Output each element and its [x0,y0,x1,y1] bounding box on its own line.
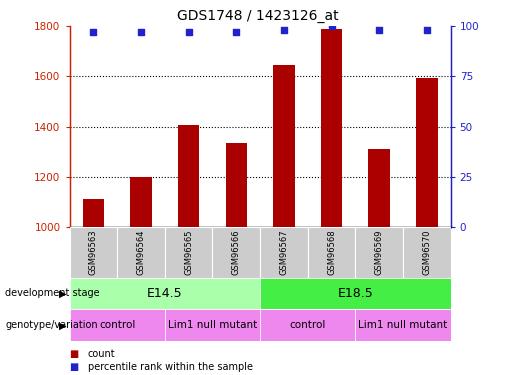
Text: control: control [99,320,135,330]
Text: Lim1 null mutant: Lim1 null mutant [358,320,448,330]
FancyBboxPatch shape [260,309,355,341]
FancyBboxPatch shape [117,227,165,278]
FancyBboxPatch shape [260,278,451,309]
Bar [368,149,390,227]
Text: control: control [289,320,326,330]
Point [89,29,97,35]
Point [184,29,193,35]
Text: ■: ■ [70,350,79,359]
FancyBboxPatch shape [355,227,403,278]
Text: Lim1 null mutant: Lim1 null mutant [168,320,257,330]
Text: GSM96570: GSM96570 [422,230,431,275]
Text: GSM96563: GSM96563 [89,230,98,275]
Text: GSM96566: GSM96566 [232,230,241,275]
FancyBboxPatch shape [307,227,355,278]
FancyBboxPatch shape [70,309,165,341]
Point [232,29,241,35]
Point [328,23,336,29]
FancyBboxPatch shape [355,309,451,341]
Text: ▶: ▶ [59,288,67,298]
Bar [416,78,438,227]
Text: E18.5: E18.5 [337,287,373,300]
Text: count: count [88,350,115,359]
Text: development stage: development stage [5,288,100,298]
Point [423,27,431,33]
Bar [273,65,295,227]
FancyBboxPatch shape [212,227,260,278]
Text: GSM96568: GSM96568 [327,230,336,275]
Text: ■: ■ [70,362,79,372]
FancyBboxPatch shape [165,227,212,278]
Text: GSM96564: GSM96564 [136,230,145,275]
Text: ▶: ▶ [59,320,67,330]
Point [375,27,383,33]
Text: genotype/variation: genotype/variation [5,320,98,330]
Text: GSM96567: GSM96567 [280,230,288,275]
Text: GSM96569: GSM96569 [375,230,384,275]
Bar [178,125,199,227]
Text: percentile rank within the sample: percentile rank within the sample [88,362,252,372]
Bar [226,143,247,227]
Bar [321,29,342,227]
Text: GDS1748 / 1423126_at: GDS1748 / 1423126_at [177,9,338,23]
Text: E14.5: E14.5 [147,287,183,300]
Bar [82,199,104,227]
FancyBboxPatch shape [403,227,451,278]
Point [137,29,145,35]
Text: GSM96565: GSM96565 [184,230,193,275]
FancyBboxPatch shape [70,227,117,278]
Point [280,27,288,33]
FancyBboxPatch shape [260,227,307,278]
FancyBboxPatch shape [165,309,260,341]
Bar [130,177,152,227]
FancyBboxPatch shape [70,278,260,309]
